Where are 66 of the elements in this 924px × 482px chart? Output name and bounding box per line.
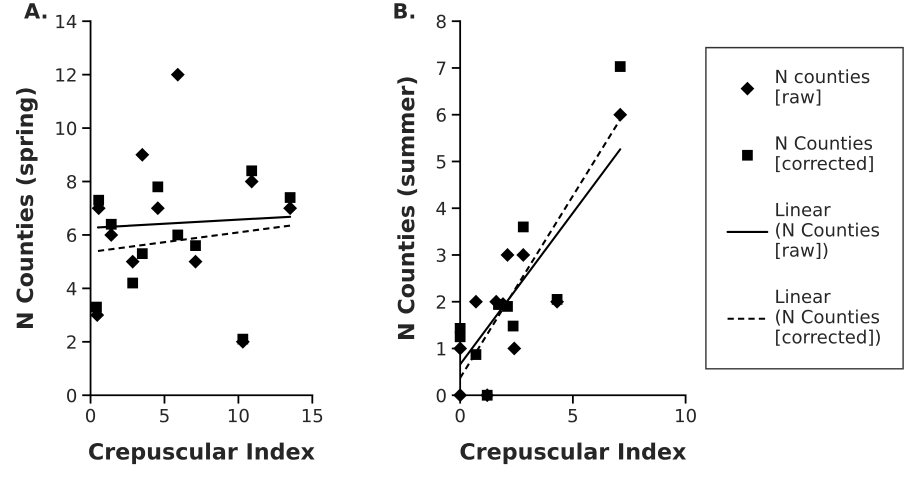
x-tick-label: 0 [86,408,96,422]
point [468,294,483,309]
legend-label: N counties [raw] [776,69,870,106]
point [126,254,140,269]
point [470,349,482,360]
point [104,228,118,242]
x-tick-label: 15 [302,408,322,422]
chart-title: A. [24,3,46,18]
legend-label: Linear (N Counties [corrected]) [776,289,880,346]
point [507,342,522,356]
point [106,218,117,230]
y-tick-label: 2 [67,335,76,349]
point [246,165,258,176]
point [91,302,102,312]
legend-label: N Counties [corrected] [776,136,873,172]
point [93,194,104,206]
y-tick-label: 6 [67,228,76,242]
y-tick-label: 2 [436,295,446,309]
point [188,254,202,269]
y-tick-label: 4 [66,282,76,296]
point [283,201,298,216]
point [135,148,150,162]
point [500,248,514,262]
point [552,294,562,305]
x-axis-title: Crepuscular Index [460,442,686,464]
point [518,222,529,232]
y-axis-title: N Counties (spring) [16,88,38,328]
x-tick-label: 10 [228,408,249,422]
y-tick-label: 10 [56,122,76,136]
y-tick-label: 7 [436,62,446,75]
y-tick-label: 0 [67,388,76,402]
y-tick-label: 0 [436,388,446,402]
y-tick-label: 6 [436,108,446,122]
x-tick-label: 10 [676,408,696,422]
y-tick-label: 4 [436,202,446,216]
point [508,320,519,332]
point [284,192,296,203]
y-tick-label: 5 [436,155,446,169]
point [614,61,626,72]
point [453,342,468,356]
x-tick-label: 0 [456,408,465,422]
chart-title: B. [394,3,414,18]
y-tick-label: 14 [56,14,76,28]
point [190,240,201,252]
y-tick-label: 8 [67,174,76,189]
x-tick-label: 5 [160,408,169,422]
legend-label: Linear (N Counties [raw]) [776,202,880,259]
y-tick-label: 1 [437,342,446,356]
point [516,248,530,262]
point [150,201,165,216]
point [454,323,466,334]
x-tick-label: 5 [568,408,578,422]
y-tick-label: 3 [436,248,446,262]
point [613,108,628,122]
point [136,248,148,260]
point [502,301,513,312]
point [152,181,164,192]
point [244,174,259,188]
x-axis-title: Crepuscular Index [89,442,315,464]
point [127,278,138,288]
point [172,230,184,240]
y-tick-label: 12 [56,68,76,82]
y-axis-title: N Counties (summer) [397,77,418,339]
point [237,334,248,345]
point [170,68,185,82]
y-tick-label: 8 [436,14,446,28]
